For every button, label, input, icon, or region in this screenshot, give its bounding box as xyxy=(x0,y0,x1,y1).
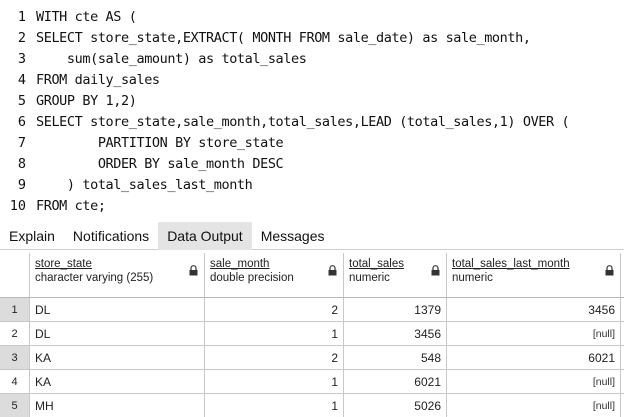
tab-explain[interactable]: Explain xyxy=(9,228,55,244)
code-text[interactable]: SELECT store_state,EXTRACT( MONTH FROM s… xyxy=(36,29,531,46)
code-text[interactable]: FROM cte; xyxy=(36,197,106,214)
cell-store-state[interactable]: MH xyxy=(30,394,205,417)
column-name: total_sales xyxy=(349,258,404,270)
cell-total-sales-last-month[interactable]: 6021 xyxy=(447,346,621,369)
line-number: 9 xyxy=(17,176,26,193)
lock-icon xyxy=(328,265,337,276)
cell-total-sales-last-month[interactable]: [null] xyxy=(447,322,621,345)
cell-total-sales[interactable]: 5026 xyxy=(344,394,447,417)
code-text[interactable]: ORDER BY sale_month DESC xyxy=(36,155,284,172)
code-line: 4 FROM daily_sales xyxy=(0,69,624,90)
table-row[interactable]: 5 MH 1 5026 [null] xyxy=(0,394,624,417)
cell-sale-month[interactable]: 1 xyxy=(205,322,344,345)
row-number[interactable]: 2 xyxy=(0,322,30,345)
cell-sale-month[interactable]: 2 xyxy=(205,298,344,321)
code-text[interactable]: ) total_sales_last_month xyxy=(36,176,253,193)
cell-total-sales-last-month[interactable]: [null] xyxy=(447,370,621,393)
column-type: double precision xyxy=(210,272,294,284)
code-line: 6 SELECT store_state,sale_month,total_sa… xyxy=(0,111,624,132)
column-type: numeric xyxy=(349,272,390,284)
tab-notifications[interactable]: Notifications xyxy=(72,228,150,244)
line-number: 1 xyxy=(17,8,26,25)
line-number: 8 xyxy=(17,155,26,172)
column-name: store_state xyxy=(35,258,92,270)
code-text[interactable]: FROM daily_sales xyxy=(36,71,160,88)
code-text[interactable]: PARTITION BY store_state xyxy=(36,134,284,151)
table-row[interactable]: 3 KA 2 548 6021 xyxy=(0,346,624,370)
code-line: 3 sum(sale_amount) as total_sales xyxy=(0,48,624,69)
code-line: 7 PARTITION BY store_state xyxy=(0,132,624,153)
column-header-total-sales-last-month[interactable]: total_sales_last_month numeric xyxy=(447,253,621,297)
code-text[interactable]: WITH cte AS ( xyxy=(36,8,137,25)
table-row[interactable]: 1 DL 2 1379 3456 xyxy=(0,298,624,322)
code-line: 8 ORDER BY sale_month DESC xyxy=(0,153,624,174)
cell-total-sales[interactable]: 1379 xyxy=(344,298,447,321)
code-line: 5 GROUP BY 1,2) xyxy=(0,90,624,111)
column-header-sale-month[interactable]: sale_month double precision xyxy=(205,253,344,297)
tab-data-output[interactable]: Data Output xyxy=(158,222,252,250)
line-number: 10 xyxy=(9,197,26,214)
cell-sale-month[interactable]: 1 xyxy=(205,370,344,393)
row-number[interactable]: 3 xyxy=(0,346,30,369)
cell-sale-month[interactable]: 1 xyxy=(205,394,344,417)
column-header-store-state[interactable]: store_state character varying (255) xyxy=(30,253,205,297)
column-type: numeric xyxy=(452,272,493,284)
grid-header-row: store_state character varying (255) sale… xyxy=(0,253,624,298)
result-tabs: Explain Notifications Data Output Messag… xyxy=(0,222,624,250)
cell-total-sales[interactable]: 6021 xyxy=(344,370,447,393)
line-number: 4 xyxy=(17,71,26,88)
column-header-total-sales[interactable]: total_sales numeric xyxy=(344,253,447,297)
code-text[interactable]: GROUP BY 1,2) xyxy=(36,92,137,109)
line-number: 3 xyxy=(17,50,26,67)
cell-store-state[interactable]: DL xyxy=(30,298,205,321)
cell-store-state[interactable]: DL xyxy=(30,322,205,345)
cell-total-sales-last-month[interactable]: 3456 xyxy=(447,298,621,321)
code-line: 2 SELECT store_state,EXTRACT( MONTH FROM… xyxy=(0,27,624,48)
cell-total-sales[interactable]: 3456 xyxy=(344,322,447,345)
line-number: 6 xyxy=(17,113,26,130)
column-name: total_sales_last_month xyxy=(452,258,570,270)
line-number: 5 xyxy=(17,92,26,109)
data-output-grid: store_state character varying (255) sale… xyxy=(0,253,624,417)
lock-icon xyxy=(431,265,440,276)
column-type: character varying (255) xyxy=(35,272,154,284)
cell-store-state[interactable]: KA xyxy=(30,370,205,393)
table-row[interactable]: 2 DL 1 3456 [null] xyxy=(0,322,624,346)
row-number[interactable]: 1 xyxy=(0,298,30,321)
corner-cell[interactable] xyxy=(0,253,30,297)
cell-total-sales[interactable]: 548 xyxy=(344,346,447,369)
line-number: 7 xyxy=(17,134,26,151)
lock-icon xyxy=(189,265,198,276)
code-line: 10 FROM cte; xyxy=(0,195,624,216)
code-line: 9 ) total_sales_last_month xyxy=(0,174,624,195)
cell-sale-month[interactable]: 2 xyxy=(205,346,344,369)
row-number[interactable]: 5 xyxy=(0,394,30,417)
lock-icon xyxy=(605,265,614,276)
row-number[interactable]: 4 xyxy=(0,370,30,393)
code-text[interactable]: SELECT store_state,sale_month,total_sale… xyxy=(36,113,570,130)
column-name: sale_month xyxy=(210,258,270,270)
cell-total-sales-last-month[interactable]: [null] xyxy=(447,394,621,417)
table-row[interactable]: 4 KA 1 6021 [null] xyxy=(0,370,624,394)
tab-messages[interactable]: Messages xyxy=(260,228,325,244)
cell-store-state[interactable]: KA xyxy=(30,346,205,369)
line-number: 2 xyxy=(17,29,26,46)
code-line: 1 WITH cte AS ( xyxy=(0,6,624,27)
sql-editor[interactable]: 1 WITH cte AS ( 2 SELECT store_state,EXT… xyxy=(0,0,624,218)
code-text[interactable]: sum(sale_amount) as total_sales xyxy=(36,50,307,67)
